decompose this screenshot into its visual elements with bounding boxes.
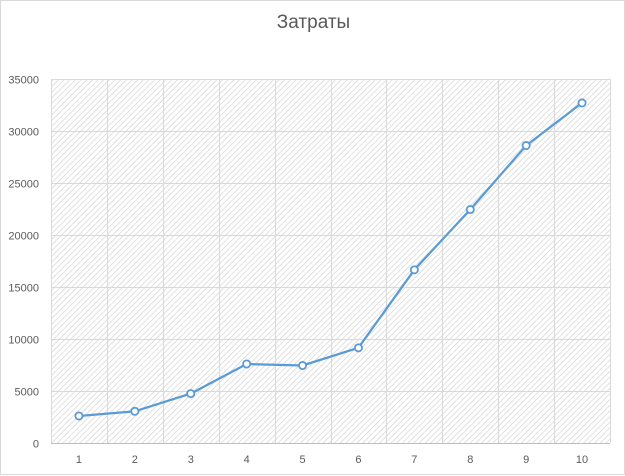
- data-point: [186, 389, 196, 399]
- y-tick-label: 10000: [8, 335, 39, 347]
- chart-title: Затраты: [276, 12, 351, 33]
- x-tick-label: 6: [355, 454, 361, 466]
- gridlines: [51, 79, 611, 443]
- data-point: [242, 359, 252, 369]
- data-point: [465, 205, 475, 215]
- y-tick-label: 15000: [8, 283, 39, 295]
- x-tick-label: 8: [467, 454, 473, 466]
- y-tick-label: 30000: [8, 127, 39, 139]
- x-tick-label: 9: [523, 454, 529, 466]
- y-tick-label: 25000: [8, 179, 39, 191]
- tick-labels: 0 5000 10000 15000 20000 25000 30000 35000 1 2 3 4 5…: [8, 75, 588, 467]
- data-point: [577, 98, 587, 108]
- plot-area-background: [51, 79, 610, 443]
- x-tick-label: 7: [411, 454, 417, 466]
- x-tick-label: 3: [188, 454, 194, 466]
- x-tick-label: 5: [299, 454, 305, 466]
- data-point: [521, 141, 531, 151]
- x-tick-label: 4: [244, 454, 250, 466]
- x-tick-label: 1: [76, 454, 82, 466]
- y-tick-label: 0: [33, 439, 39, 451]
- series-layer: [74, 98, 587, 421]
- x-tick-label: 2: [132, 454, 138, 466]
- series-line: [78, 102, 583, 418]
- data-point: [74, 411, 84, 421]
- data-point: [353, 343, 363, 353]
- y-tick-label: 35000: [8, 75, 39, 87]
- data-point: [298, 361, 308, 371]
- data-point: [409, 265, 419, 275]
- y-tick-label: 20000: [8, 231, 39, 243]
- data-point: [130, 406, 140, 416]
- y-tick-label: 5000: [15, 387, 39, 399]
- x-tick-label: 10: [576, 454, 588, 466]
